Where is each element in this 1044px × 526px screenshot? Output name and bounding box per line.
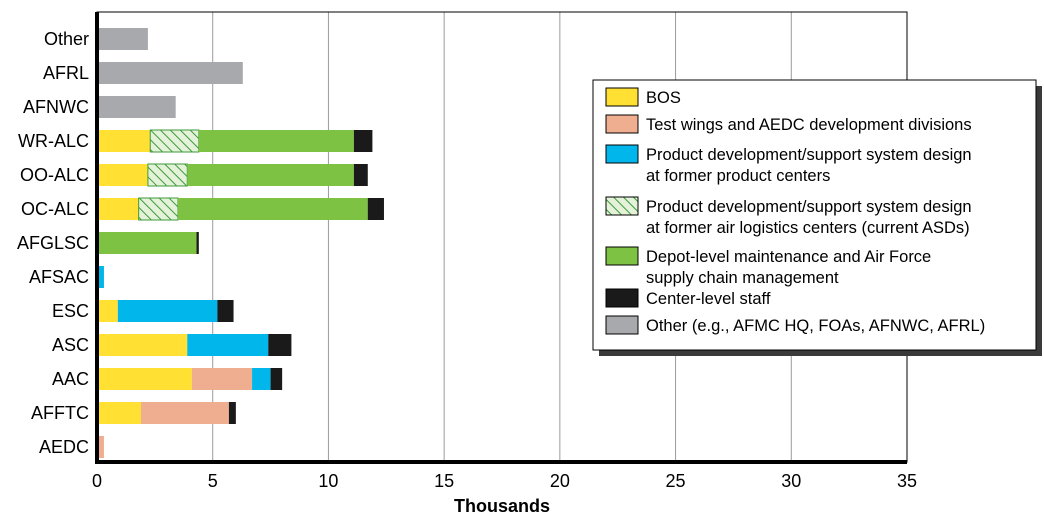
legend-swatch	[605, 114, 639, 134]
category-label: OC-ALC	[21, 199, 89, 219]
x-tick-label: 10	[318, 471, 338, 491]
legend-box	[592, 79, 1037, 351]
bar-segment	[97, 436, 104, 458]
x-tick-label: 25	[666, 471, 686, 491]
x-tick-label: 30	[781, 471, 801, 491]
legend-swatch	[605, 315, 639, 335]
bar-segment	[178, 198, 368, 220]
category-label: OO-ALC	[20, 165, 89, 185]
bar-segment	[191, 368, 253, 390]
bar-segment	[97, 62, 243, 84]
legend-label: Other (e.g., AFMC HQ, FOAs, AFNWC, AFRL)	[646, 317, 985, 335]
bar-segment	[196, 232, 199, 254]
bar-segment	[270, 368, 283, 390]
legend-label: Test wings and AEDC development division…	[646, 116, 972, 134]
legend-label-line2: at former product centers	[646, 167, 830, 185]
category-label: AFSAC	[29, 267, 89, 287]
legend-label-line2: supply chain management	[646, 269, 839, 287]
category-label: AAC	[52, 369, 89, 389]
bar-segment	[228, 402, 236, 424]
legend-label: BOS	[646, 89, 681, 107]
bar-segment	[353, 130, 373, 152]
bar-segment	[97, 28, 148, 50]
legend-swatch	[605, 87, 639, 107]
x-tick-labels: 0 5 10 15 20 25 30 35	[92, 471, 917, 491]
bar-segment	[268, 334, 292, 356]
bar-segment	[252, 368, 271, 390]
bar-segment	[140, 402, 229, 424]
category-label: WR-ALC	[18, 131, 89, 151]
bar-segment	[187, 334, 269, 356]
category-label: AFRL	[43, 63, 89, 83]
bar-segment	[198, 130, 354, 152]
category-label: Other	[44, 29, 89, 49]
bar-segment	[187, 164, 354, 186]
category-label: AFNWC	[23, 97, 89, 117]
category-label: ESC	[52, 301, 89, 321]
legend: BOS Test wings and AEDC development divis…	[592, 79, 1042, 356]
legend-label: Depot-level maintenance and Air Force	[646, 248, 931, 266]
x-tick-label: 15	[434, 471, 454, 491]
bar-segment	[353, 164, 368, 186]
x-tick-label: 0	[92, 471, 102, 491]
legend-swatch	[605, 288, 639, 308]
bar-segment	[97, 198, 139, 220]
bars-group	[97, 28, 384, 458]
x-tick-label: 20	[550, 471, 570, 491]
legend-label-line2: at former air logistics centers (current…	[646, 219, 970, 237]
category-label: AFFTC	[31, 403, 89, 423]
bar-segment	[149, 129, 200, 153]
legend-swatch	[605, 246, 639, 266]
bar-segment	[97, 164, 148, 186]
bar-segment	[97, 334, 188, 356]
bar-segment	[147, 163, 188, 187]
category-label: AEDC	[39, 437, 89, 457]
bar-segment	[97, 130, 151, 152]
category-label: ASC	[52, 335, 89, 355]
legend-swatch	[605, 196, 639, 216]
bar-segment	[97, 266, 104, 288]
category-labels: Other AFRL AFNWC WR-ALC OO-ALC OC-ALC AFGLSC AF…	[17, 29, 89, 457]
bar-segment	[97, 368, 192, 390]
bar-segment	[138, 197, 179, 221]
bar-segment	[97, 402, 141, 424]
x-tick-label: 5	[208, 471, 218, 491]
legend-label: Center-level staff	[646, 290, 771, 308]
legend-label: Product development/support system desig…	[646, 198, 972, 216]
bar-segment	[367, 198, 384, 220]
bar-segment	[117, 300, 218, 322]
x-axis-label: Thousands	[454, 496, 550, 516]
legend-swatch	[605, 144, 639, 164]
bar-segment	[97, 300, 118, 322]
bar-segment	[97, 232, 197, 254]
legend-label: Product development/support system desig…	[646, 146, 972, 164]
category-label: AFGLSC	[17, 233, 89, 253]
bar-segment	[217, 300, 234, 322]
bar-segment	[97, 96, 176, 118]
x-tick-label: 35	[897, 471, 917, 491]
